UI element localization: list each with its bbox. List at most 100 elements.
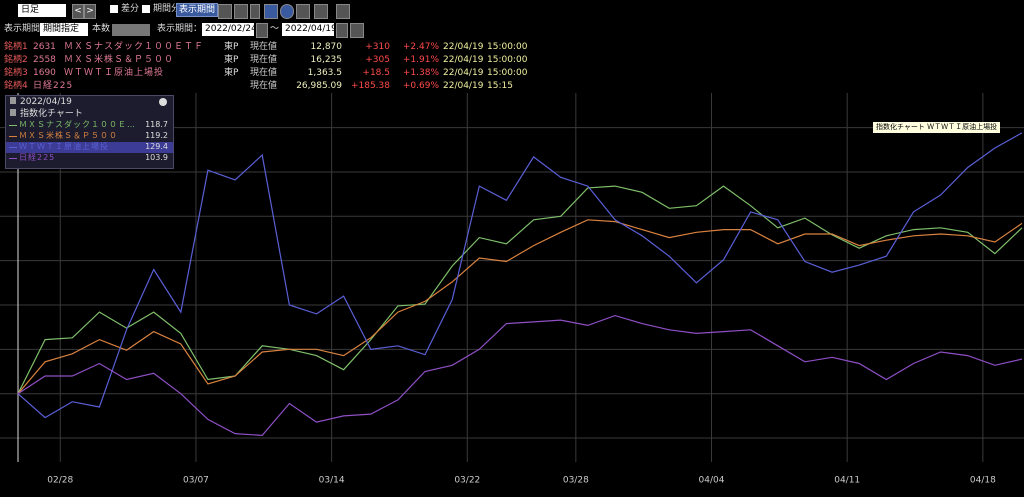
- period-label: 表示期間: [4, 24, 41, 34]
- yen-tool[interactable]: [264, 4, 278, 19]
- draw-tool[interactable]: [296, 4, 310, 19]
- panel-close[interactable]: [159, 98, 167, 106]
- ticker-market: 東P: [224, 42, 239, 52]
- pct: +0.69%: [402, 81, 439, 91]
- x-tick-label: 03/14: [319, 476, 345, 486]
- interval-select[interactable]: 日足: [18, 4, 66, 17]
- count-label: 本数: [92, 24, 111, 34]
- ticker-name: ＭＸＳ米株Ｓ＆Ｐ５００: [64, 55, 175, 65]
- change: +310: [365, 42, 390, 52]
- legend-value: 129.4: [145, 142, 168, 151]
- price: 12,870: [310, 42, 343, 52]
- next-button[interactable]: >: [84, 4, 96, 19]
- panel-title: 指数化チャート: [20, 109, 83, 119]
- ticker-label: 銘柄2: [4, 55, 28, 65]
- legend-row[interactable]: ＭＸＳ米株Ｓ＆Ｐ５００ 119.2: [6, 131, 173, 142]
- panel-date: 2022/04/19: [20, 97, 72, 107]
- refresh-button[interactable]: [350, 23, 364, 38]
- x-tick-label: 04/11: [834, 476, 860, 486]
- zoom-tool[interactable]: [234, 4, 248, 19]
- period-analysis-checkbox[interactable]: [142, 5, 150, 13]
- price: 26,985.09: [296, 81, 342, 91]
- legend-swatch: [9, 147, 17, 148]
- panel-icon: [10, 97, 16, 104]
- legend-row[interactable]: ＷＴＷＴＩ原油上場投 129.4: [6, 142, 173, 153]
- time: 15:00:00: [487, 55, 528, 65]
- ticker-code: 2631: [33, 42, 56, 52]
- start-calendar[interactable]: [256, 23, 268, 38]
- info-tool[interactable]: [280, 4, 294, 19]
- pct: +2.47%: [402, 42, 439, 52]
- count-input: [112, 24, 150, 36]
- crosshair-tool[interactable]: [218, 4, 232, 19]
- ticker-label: 銘柄4: [4, 81, 28, 91]
- tooltip: 指数化チャート ＷＴＷＴＩ原油上場投: [873, 122, 1001, 133]
- x-tick-label: 03/22: [454, 476, 480, 486]
- ticker-label: 銘柄1: [4, 42, 28, 52]
- pct: +1.91%: [402, 55, 439, 65]
- series-line: [17, 219, 1023, 395]
- ticker-market: 東P: [224, 68, 239, 78]
- legend-name: ＷＴＷＴＩ原油上場投: [19, 142, 109, 151]
- x-tick-label: 03/28: [563, 476, 589, 486]
- ticker-label: 銘柄3: [4, 68, 28, 78]
- time: 15:00:00: [487, 68, 528, 78]
- change: +18.5: [362, 68, 390, 78]
- series-line: [17, 185, 1023, 394]
- end-date-input[interactable]: 2022/04/19: [282, 23, 337, 36]
- date: 22/04/19: [443, 55, 484, 65]
- date: 22/04/19: [443, 42, 484, 52]
- ticker-name: ＭＸＳナスダック１００ＥＴＦ: [64, 42, 205, 52]
- pct: +1.38%: [402, 68, 439, 78]
- legend-swatch: [9, 125, 17, 126]
- change: +185.38: [350, 81, 390, 91]
- legend-name: ＭＸＳ米株Ｓ＆Ｐ５００: [19, 131, 118, 140]
- legend-swatch: [9, 158, 17, 159]
- legend-row[interactable]: 日経225 103.9: [6, 153, 173, 164]
- ticker-market: 東P: [224, 55, 239, 65]
- period-mode-select[interactable]: 期間指定: [40, 23, 88, 36]
- price-label: 現在値: [250, 42, 278, 52]
- legend-value: 119.2: [145, 131, 168, 140]
- legend-swatch: [9, 136, 17, 137]
- print-tool[interactable]: [336, 4, 350, 19]
- period-analysis-label: 期間分析: [153, 4, 190, 14]
- time: 15:15: [487, 81, 513, 91]
- date: 22/04/19: [443, 68, 484, 78]
- change: +305: [365, 55, 390, 65]
- end-calendar[interactable]: [336, 23, 348, 38]
- series-line: [17, 132, 1023, 419]
- range-separator: ～: [270, 24, 280, 34]
- diff-checkbox[interactable]: [110, 5, 118, 13]
- ticker-code: 2558: [33, 55, 56, 65]
- start-date-input[interactable]: 2022/02/24: [202, 23, 257, 36]
- legend-row[interactable]: ＭＸＳナスダック１００Ｅ… 118.7: [6, 120, 173, 131]
- x-tick-label: 03/07: [183, 476, 209, 486]
- ticker-name: ＷＴＷＴＩ原油上場投: [64, 68, 165, 78]
- price: 16,235: [310, 55, 343, 65]
- legend-value: 118.7: [145, 120, 168, 129]
- x-tick-label: 04/18: [970, 476, 996, 486]
- price-label: 現在値: [250, 81, 278, 91]
- legend-name: 日経225: [19, 153, 56, 162]
- price-label: 現在値: [250, 68, 278, 78]
- date: 22/04/19: [443, 81, 484, 91]
- range-label: 表示期間：: [157, 24, 203, 34]
- diff-label: 差分: [121, 4, 140, 14]
- settings-tool[interactable]: [314, 4, 328, 19]
- zoom-menu[interactable]: [250, 4, 260, 19]
- ticker-code: 1690: [33, 68, 56, 78]
- series-line: [17, 314, 1023, 437]
- panel-icon: [10, 109, 16, 116]
- ticker-name: 日経225: [33, 81, 74, 91]
- legend-value: 103.9: [145, 153, 168, 162]
- x-tick-label: 04/04: [699, 476, 725, 486]
- time: 15:00:00: [487, 42, 528, 52]
- index-panel: 2022/04/19 指数化チャート ＭＸＳナスダック１００Ｅ… 118.7 ＭＸＳ…: [5, 95, 174, 169]
- display-period-button[interactable]: 表示期間: [176, 3, 219, 17]
- price-label: 現在値: [250, 55, 278, 65]
- prev-button[interactable]: <: [72, 4, 84, 19]
- price: 1,363.5: [307, 68, 342, 78]
